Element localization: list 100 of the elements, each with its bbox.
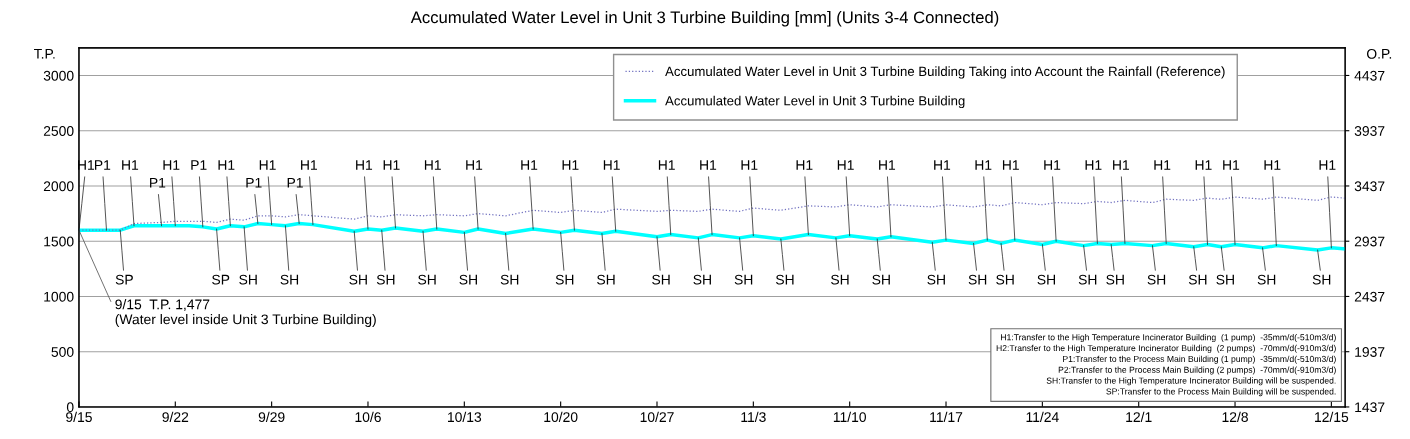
annotation: H1 (383, 160, 400, 170)
annotation: SH (239, 274, 257, 285)
y-tick-label: 2000 (43, 181, 74, 192)
annotation: SH (459, 274, 477, 285)
annotation: H1 (218, 160, 235, 170)
annotation: SH (831, 274, 849, 285)
annotation: SH (1312, 274, 1331, 285)
annotation: SP (212, 274, 230, 285)
line-series (78, 196, 1346, 231)
x-tick-label: 11/24 (1026, 411, 1059, 423)
y-tick-label: 2500 (43, 126, 74, 136)
annotation: H1 (1319, 160, 1336, 170)
annotation: SH (349, 274, 367, 285)
annotation: SP:Transfer to the Process Main Building will be suspended. (1106, 388, 1336, 397)
chart-title: Accumulated Water Level in Unit 3 Turbine Building [mm] (Units 3-4 Connected) (410, 10, 999, 27)
annotation: P1 (95, 160, 111, 170)
legend-label: Accumulated Water Level in Unit 3 Turbine Building Taking into Account the Rainfall (Reference) (665, 66, 1225, 79)
y-tick-label: 1500 (44, 236, 74, 247)
annotation: H1 (466, 160, 483, 170)
y2-tick-label: 1437 (1355, 402, 1385, 413)
annotation: H1:Transfer to the High Temperature Incinerator Building (1 pump) -35mm/d(-510m3/d) (1001, 333, 1336, 342)
annotation: SH (693, 274, 711, 285)
annotation: SH (968, 274, 987, 285)
annotation: SH (1106, 274, 1124, 285)
annotation: H1 (603, 160, 620, 170)
annotation: SH (1188, 274, 1207, 285)
x-tick-label: 11/17 (930, 411, 963, 423)
annotation: SH (376, 274, 395, 285)
annotation: SH (872, 274, 890, 285)
annotation: SH (1257, 274, 1276, 285)
annotation: P1 (150, 177, 166, 188)
annotation: SH (734, 274, 753, 285)
annotation: H1 (837, 160, 854, 170)
x-tick-label: 11/3 (741, 411, 766, 423)
annotation: P1 (246, 177, 262, 188)
y-tick-label: 500 (51, 347, 74, 357)
x-tick-label: 9/22 (162, 411, 189, 423)
annotation: SH (775, 274, 794, 285)
annotation: SH (652, 274, 670, 285)
annotation: P1 (287, 177, 303, 188)
annotation: SH (555, 274, 574, 285)
annotation: H1 (424, 160, 441, 170)
annotation: H1 (658, 160, 675, 170)
x-tick-label: 11/10 (833, 411, 866, 423)
annotation: H1 (1264, 160, 1281, 170)
annotation: H2:Transfer to the High Temperature Incinerator Building (2 pumps) -70mm/d(-910m3/d) (996, 344, 1336, 353)
annotation: H1 (1113, 160, 1130, 170)
line-series (78, 221, 1346, 252)
annotation: H1 (975, 160, 992, 170)
annotation: SH:Transfer to the High Temperature Incinerator Building will be suspended. (1046, 377, 1336, 386)
y2-axis-title: O.P. (1366, 48, 1392, 59)
annotation: SH (280, 274, 299, 285)
x-tick-label: 9/15 (66, 411, 92, 423)
annotation: SH (1147, 274, 1166, 285)
y2-tick-label: 3437 (1354, 181, 1385, 192)
annotation: P2:Transfer to the Process Main Building (2 pumps) -70mm/d(-910m3/d) (1058, 366, 1336, 375)
annotation: H1 (356, 160, 373, 170)
annotation: 9/15 T.P. 1,477 (Water level inside Unit 3 Turbine Building) (115, 299, 376, 327)
y-tick-label: 3000 (43, 70, 74, 81)
annotation: H1 (1154, 160, 1171, 170)
y2-tick-label: 2937 (1354, 236, 1385, 247)
x-tick-label: 10/6 (355, 411, 381, 423)
annotation: SH (927, 274, 945, 285)
annotation: H1 (562, 160, 579, 170)
annotation: H1 (259, 160, 276, 170)
annotation: SH (996, 274, 1014, 285)
annotation: H1 (1195, 160, 1212, 170)
annotation: P1 (191, 160, 207, 170)
annotation: SH (500, 274, 519, 285)
x-tick-label: 10/13 (448, 411, 482, 423)
annotation: H1 (163, 160, 180, 170)
y2-tick-label: 3937 (1354, 126, 1385, 136)
annotation: H1 (741, 160, 758, 170)
x-tick-label: 9/29 (258, 411, 285, 423)
y-tick-label: 0 (66, 402, 74, 413)
y-axis-title: T.P. (34, 49, 55, 59)
annotation: H1 (1002, 160, 1019, 170)
annotation: SH (597, 274, 615, 285)
x-tick-label: 12/8 (1222, 411, 1248, 423)
y2-tick-label: 4437 (1354, 70, 1385, 81)
x-tick-label: 10/27 (640, 411, 674, 423)
annotation: H1 (521, 160, 538, 170)
y2-tick-label: 1937 (1355, 347, 1385, 357)
x-tick-label: 12/1 (1126, 411, 1152, 423)
annotation: H1 (1085, 160, 1102, 170)
annotation: H1 (1044, 160, 1061, 170)
annotation: SH (1037, 274, 1055, 285)
annotation: P1:Transfer to the Process Main Building (1 pump) -35mm/d(-510m3/d) (1063, 355, 1336, 364)
annotation: H1 (796, 160, 813, 170)
y-tick-label: 1000 (44, 291, 74, 302)
annotation: SH (418, 274, 436, 285)
x-tick-label: 12/15 (1315, 411, 1349, 423)
annotation: H1 (1223, 160, 1240, 170)
y2-tick-label: 2437 (1354, 291, 1385, 302)
annotation: H1 (879, 160, 896, 170)
annotation: SH (1216, 274, 1234, 285)
annotation: H1 (934, 160, 951, 170)
annotation: H1 (301, 160, 317, 170)
annotation: H1 (700, 160, 717, 170)
legend-label: Accumulated Water Level in Unit 3 Turbine Building (665, 95, 965, 109)
